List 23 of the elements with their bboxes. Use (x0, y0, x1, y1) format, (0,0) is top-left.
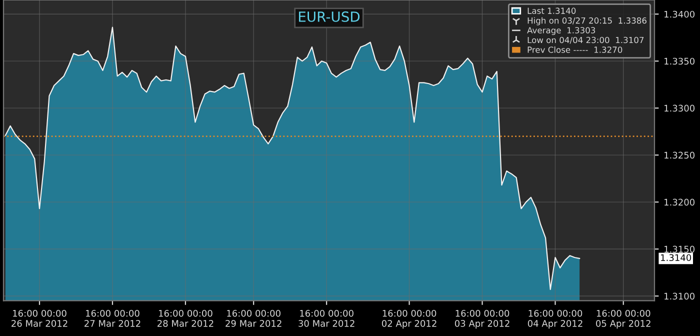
y-tick-label: 1.3350 (664, 58, 695, 65)
x-tick-label: 16:00 00:00 02 Apr 2012 (382, 310, 436, 329)
x-tick-label: 16:00 00:00 03 Apr 2012 (454, 310, 510, 329)
y-tick-label: 1.3400 (664, 10, 695, 18)
x-tick-label: 16:00 00:00 05 Apr 2012 (596, 310, 650, 329)
text: 1.3140 (661, 254, 692, 262)
x-tick-label: 16:00 00:00 29 Mar 2012 (226, 310, 282, 327)
legend-label: Last 1.3140 (528, 8, 576, 14)
text: EUR-USD (299, 11, 360, 22)
x-tick-label: 16:00 00:00 27 Mar 2012 (84, 310, 140, 327)
x-tick-label: 16:00 00:00 26 Mar 2012 (12, 310, 68, 327)
y-tick-label: 1.3250 (664, 152, 695, 159)
y-tick-label: 1.3100 (664, 292, 695, 300)
y-tick-label: 1.3300 (664, 104, 695, 112)
legend-label: Prev Close ----- 1.3270 (528, 46, 622, 53)
annotation: Low on 04/04 23:00 1.3107 (528, 36, 644, 44)
annotation: Average 1.3303 (527, 27, 596, 36)
x-tick-label: 16:00 00:00 30 Mar 2012 (298, 310, 354, 327)
y-tick-label: 1.3150 (664, 246, 695, 253)
x-tick-label: 16:00 00:00 28 Mar 2012 (158, 310, 214, 327)
x-tick-label: 16:00 00:00 04 Apr 2012 (528, 310, 582, 329)
annotation: High on 03/27 20:15 1.3386 (528, 17, 646, 26)
y-tick-label: 1.3200 (664, 198, 695, 206)
